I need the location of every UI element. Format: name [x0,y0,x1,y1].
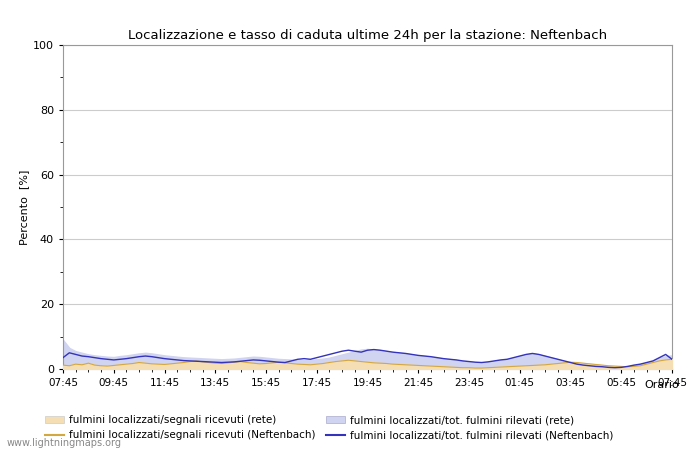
Title: Localizzazione e tasso di caduta ultime 24h per la stazione: Neftenbach: Localizzazione e tasso di caduta ultime … [128,29,607,42]
Legend: fulmini localizzati/segnali ricevuti (rete), fulmini localizzati/segnali ricevut: fulmini localizzati/segnali ricevuti (re… [45,415,613,440]
Text: www.lightningmaps.org: www.lightningmaps.org [7,438,122,448]
Y-axis label: Percento  [%]: Percento [%] [19,169,29,245]
Text: Orario: Orario [644,380,679,390]
